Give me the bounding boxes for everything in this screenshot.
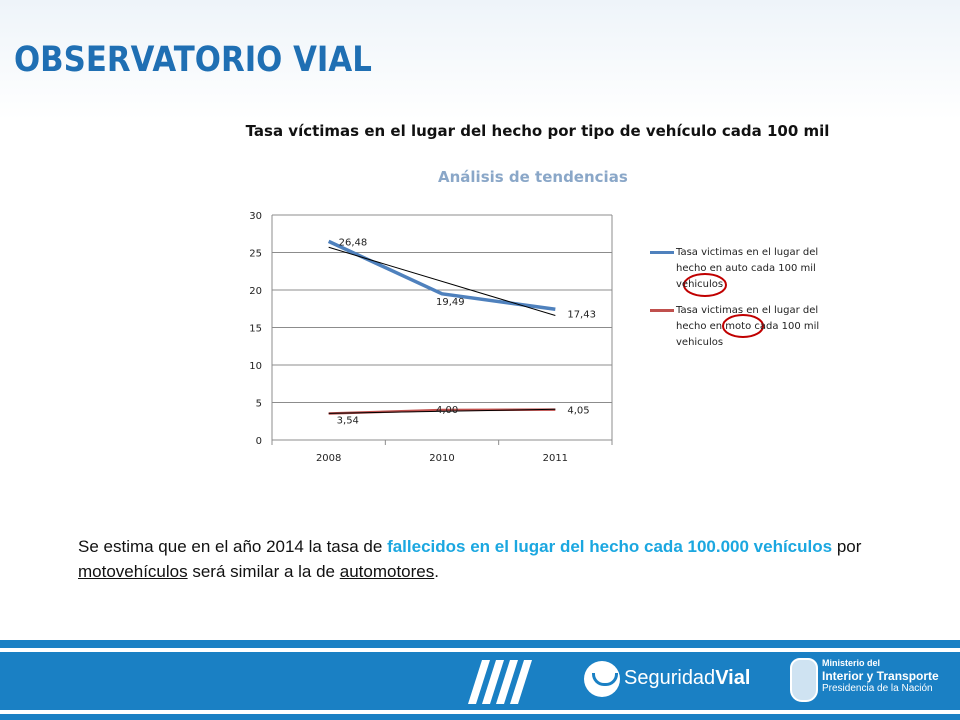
data-label: 26,48 (339, 237, 368, 248)
data-label: 3,54 (337, 415, 359, 426)
y-tick-label: 0 (256, 436, 262, 447)
motovehiculos-link: motovehículos (78, 562, 188, 581)
footer-stripe-bottom (0, 710, 960, 714)
slashes-decoration (468, 660, 532, 704)
y-tick-label: 25 (249, 249, 262, 260)
y-tick-label: 5 (256, 399, 262, 410)
conclusion-part4: . (434, 562, 439, 581)
legend-swatch-moto (650, 309, 674, 312)
conclusion-part1: Se estima que en el año 2014 la tasa de (78, 537, 388, 556)
data-label: 19,49 (436, 297, 465, 308)
conclusion-part2: por (832, 537, 862, 556)
trend-chart: 0 5 10 15 20 25 30 2008 2010 2011 26,48 19,49 17,43 3… (249, 211, 764, 464)
footer-bar: SeguridadVial Ministerio del Interior y … (0, 640, 960, 720)
x-tick-label: 2011 (543, 453, 568, 464)
legend-label-auto: Tasa victimas en el lugar del hecho en a… (676, 247, 819, 290)
conclusion-text: Se estima que en el año 2014 la tasa de … (78, 534, 878, 584)
seguridad-vial-text: SeguridadVial (624, 667, 750, 690)
y-tick-label: 10 (249, 361, 262, 372)
brand-title: OBSERVATORIO VIAL (14, 40, 372, 80)
trendline-auto (328, 246, 556, 316)
seguridad-vial-logo: SeguridadVial (584, 661, 750, 705)
legend-label-moto: Tasa victimas en el lugar del hecho en m… (676, 305, 820, 348)
automotores-link: automotores (339, 562, 435, 581)
seguridad-vial-icon (584, 661, 620, 697)
chart-container: 0 5 10 15 20 25 30 2008 2010 2011 26,48 19,49 17,43 3… (200, 160, 860, 480)
data-label: 4,05 (567, 406, 589, 417)
x-tick-label: 2008 (316, 453, 341, 464)
data-label: 4,00 (436, 405, 458, 416)
highlight-circle-moto (722, 314, 764, 338)
ministry-line3: Presidencia de la Nación (822, 683, 933, 694)
y-tick-label: 30 (249, 211, 262, 222)
conclusion-highlight: fallecidos en el lugar del hecho cada 10… (387, 537, 833, 556)
national-seal-icon (790, 658, 818, 702)
highlight-circle-vehiculos (683, 273, 727, 297)
ministry-line2: Interior y Transporte (822, 669, 939, 683)
ministry-text: Ministerio del Interior y Transporte Pre… (822, 658, 939, 695)
logo-text-right: Vial (715, 667, 751, 689)
y-tick-label: 20 (249, 286, 262, 297)
slide-title: Tasa víctimas en el lugar del hecho por … (245, 122, 830, 140)
legend-swatch-auto (650, 251, 674, 254)
logo-text-left: Seguridad (624, 667, 716, 689)
y-tick-label: 15 (249, 324, 262, 335)
conclusion-part3: será similar a la de (187, 562, 340, 581)
x-tick-label: 2010 (429, 453, 454, 464)
trendline-moto (328, 408, 556, 414)
ministry-logo: Ministerio del Interior y Transporte Pre… (790, 658, 955, 708)
data-label: 17,43 (567, 309, 596, 320)
chart-title: Análisis de tendencias (438, 168, 628, 186)
header-background (0, 0, 960, 120)
ministry-line1: Ministerio del (822, 658, 881, 668)
footer-stripe-top (0, 648, 960, 652)
